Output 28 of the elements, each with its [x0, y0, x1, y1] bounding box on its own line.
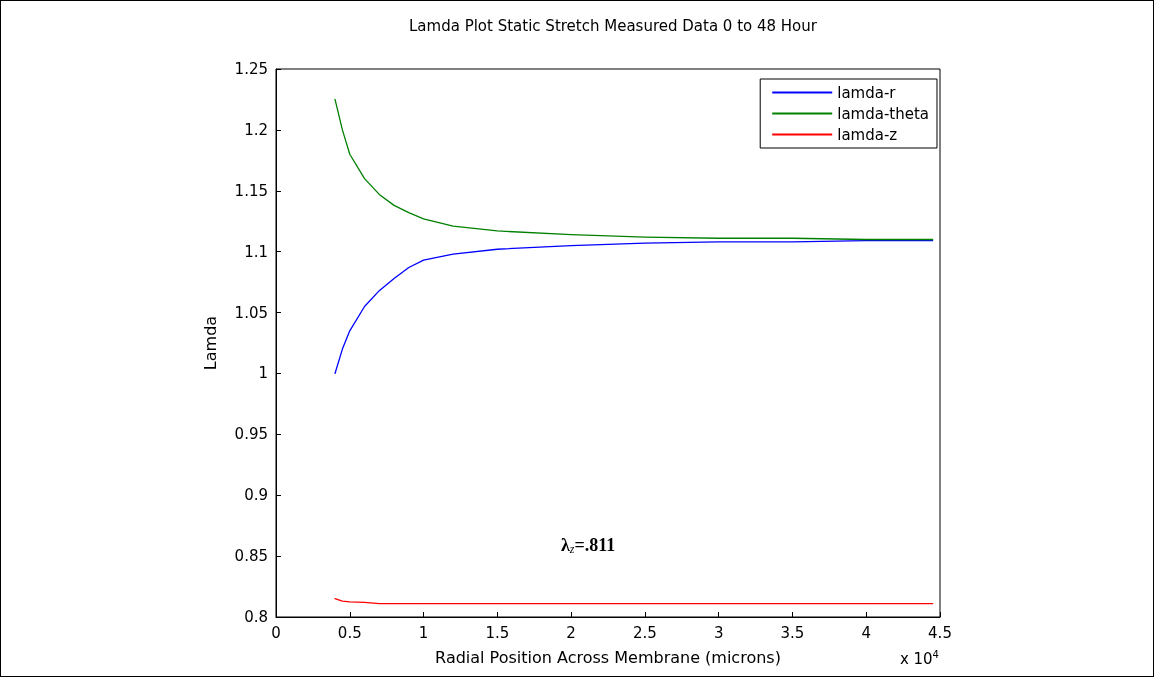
y-tick-label: 0.95	[234, 425, 268, 444]
y-tick-label: 0.8	[244, 608, 268, 626]
y-axis-title: Lamda	[200, 315, 220, 371]
legend-label: lamda-theta	[837, 104, 930, 123]
x-tick-label: 4.5	[928, 623, 952, 642]
y-tick-label: 1	[258, 364, 268, 383]
y-tick-label: 1.1	[244, 242, 268, 261]
y-tick-label: 0.9	[244, 486, 268, 505]
line-series	[334, 240, 934, 375]
y-tick-label: 1.15	[234, 181, 268, 200]
x-tick-label: 3	[713, 623, 724, 642]
x-tick-label: 3.5	[780, 623, 805, 642]
y-tick-label: 1.2	[244, 120, 268, 139]
y-tick-label: 0.85	[234, 547, 268, 566]
chart-title: Lamda Plot Static Stretch Measured Data 0 to 48 Hour	[409, 16, 818, 35]
line-series	[334, 98, 934, 241]
x-tick-label: 2.5	[632, 623, 657, 642]
legend-label: lamda-z	[837, 125, 898, 144]
x-tick-label: 1.5	[485, 623, 510, 642]
x-tick-label: 2	[566, 623, 576, 642]
x-tick-label: 0.5	[337, 623, 362, 642]
x-tick-label: 1	[418, 623, 429, 642]
y-tick-label: 1.25	[234, 60, 268, 78]
x-axis-title: Radial Position Across Membrane (microns)	[435, 647, 781, 667]
legend-label: lamda-r	[837, 83, 897, 102]
x-tick-label: 0	[271, 623, 281, 642]
y-tick-label: 1.05	[234, 303, 268, 322]
x-tick-label: 4	[861, 623, 871, 642]
